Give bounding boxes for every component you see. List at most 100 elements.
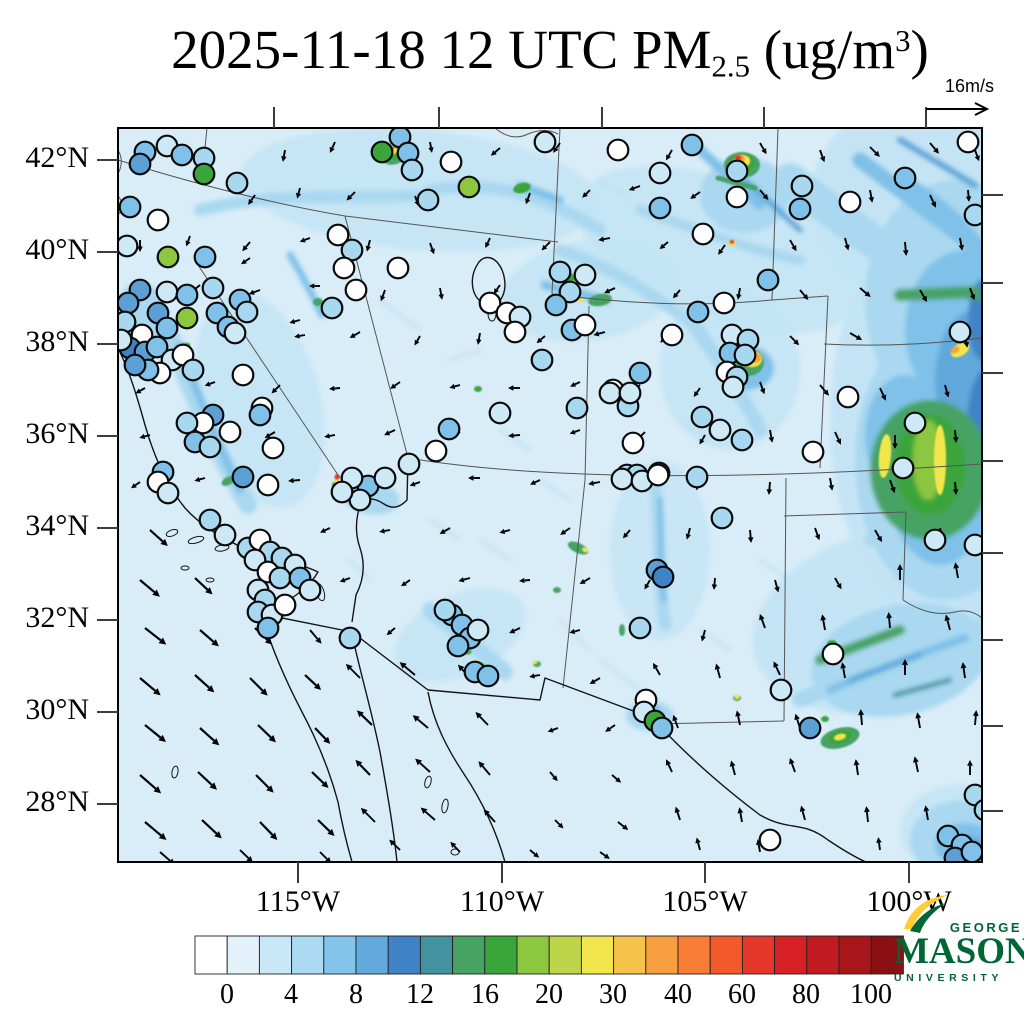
- wind-arrow-head: [674, 806, 681, 813]
- wind-arrow: [541, 241, 551, 251]
- wind-arrow-head: [493, 288, 499, 295]
- wind-arrow-shaft: [757, 844, 761, 853]
- wind-arrow-head: [855, 334, 863, 340]
- wind-arrow: [653, 662, 661, 676]
- wind-arrow-head: [323, 736, 331, 744]
- wind-arrow-shaft: [239, 849, 250, 859]
- wind-arrow-shaft: [769, 429, 773, 438]
- station-circle: [457, 175, 481, 199]
- wind-arrow-shaft: [959, 237, 963, 246]
- wind-arrow-head: [876, 535, 882, 543]
- station-circle: [565, 396, 589, 420]
- wind-arrow: [759, 142, 767, 155]
- station-circle: [235, 300, 259, 324]
- wind-arrow-head: [389, 839, 396, 846]
- wind-arrow-shaft: [381, 289, 386, 297]
- wind-arrow: [536, 335, 546, 344]
- wind-arrow: [819, 384, 829, 396]
- wind-arrow-head: [329, 146, 335, 153]
- station-circle: [618, 381, 642, 405]
- wind-arrow: [414, 335, 421, 346]
- wind-arrow-head: [321, 780, 329, 788]
- wind-arrow-head: [490, 150, 497, 156]
- wind-arrow-head: [206, 685, 215, 693]
- wind-arrow-head: [346, 194, 353, 201]
- wind-arrow-shaft: [849, 332, 858, 338]
- wind-arrow: [320, 527, 331, 533]
- pm-plume: [582, 547, 588, 553]
- wind-arrow-head: [139, 433, 146, 440]
- pm-plume-streak: [286, 251, 326, 319]
- wind-arrow: [814, 527, 821, 541]
- wind-arrow-shaft: [869, 146, 877, 154]
- wind-arrow-head: [339, 577, 346, 583]
- wind-arrow-head: [264, 432, 271, 438]
- wind-arrow-head: [605, 726, 612, 732]
- wind-vector-layer: [130, 141, 980, 862]
- wind-arrow: [869, 146, 880, 157]
- wind-arrow-head: [864, 806, 870, 813]
- wind-arrow-head: [729, 760, 736, 767]
- wind-arrow-head: [593, 331, 600, 337]
- wind-arrow-shaft: [888, 617, 891, 629]
- wind-arrow: [379, 528, 391, 534]
- wind-arrow: [329, 141, 336, 153]
- wind-arrow: [953, 562, 960, 579]
- wind-arrow-shaft: [201, 819, 218, 835]
- wind-arrow: [952, 481, 959, 495]
- gmu-logo: GEORGE MASON UNIVERSITY: [894, 895, 1024, 984]
- station-circle: [198, 435, 222, 459]
- wind-arrow-head: [269, 832, 278, 840]
- pm-plume: [513, 182, 531, 194]
- wind-arrow-shaft: [675, 289, 681, 295]
- station-circle: [548, 260, 572, 284]
- wind-arrow-head: [483, 809, 490, 816]
- wind-arrow-head: [789, 757, 795, 765]
- station-circle: [686, 300, 710, 324]
- wind-arrow: [974, 149, 980, 162]
- wind-arrow-shaft: [925, 810, 929, 821]
- wind-arrow-head: [876, 837, 882, 844]
- wind-arrow-head: [525, 198, 531, 205]
- station-circle: [330, 480, 354, 504]
- title-subscript: 2.5: [711, 49, 750, 84]
- station-circle: [338, 626, 362, 650]
- wind-arrow-shaft: [454, 384, 461, 388]
- wind-arrow: [529, 673, 541, 679]
- wind-arrow-head: [711, 584, 718, 590]
- wind-arrow: [490, 147, 501, 156]
- wind-arrow-head: [960, 662, 967, 669]
- colorbar-tick-label: 30: [599, 979, 627, 1010]
- wind-arrow-head: [952, 489, 959, 495]
- wind-arrow: [892, 435, 898, 449]
- wind-arrow-head: [457, 664, 465, 672]
- station-circle: [256, 616, 280, 640]
- colorbar-box: [419, 935, 454, 975]
- wind-arrow-shaft: [929, 142, 937, 150]
- pm-plume: [729, 240, 735, 244]
- wind-arrow-head: [923, 805, 930, 812]
- gmu-logo-george: GEORGE: [949, 920, 1022, 935]
- wind-arrow: [468, 475, 480, 481]
- wind-arrow: [449, 383, 461, 390]
- station-circle: [650, 716, 674, 740]
- wind-arrow-head: [828, 484, 835, 491]
- pm-plume: [950, 342, 970, 358]
- station-circle: [344, 278, 368, 302]
- wind-arrow-head: [508, 432, 514, 439]
- island-outline: [180, 565, 190, 571]
- coastline: [471, 256, 506, 307]
- colorbar-box: [806, 935, 840, 975]
- title-units-open: (ug/m: [749, 19, 896, 80]
- wind-arrow-shaft: [625, 529, 631, 535]
- island-outline: [171, 765, 179, 779]
- latitude-label: 40°N: [25, 233, 89, 266]
- wind-arrow-head: [690, 193, 697, 199]
- station-circle: [225, 171, 249, 195]
- wind-arrow-shaft: [555, 142, 561, 149]
- station-circle: [478, 291, 502, 315]
- longitude-label: 105°W: [662, 885, 748, 918]
- wind-arrow-shaft: [954, 481, 957, 490]
- pm-plume-streak: [847, 652, 923, 683]
- wind-arrow-shaft: [353, 331, 361, 337]
